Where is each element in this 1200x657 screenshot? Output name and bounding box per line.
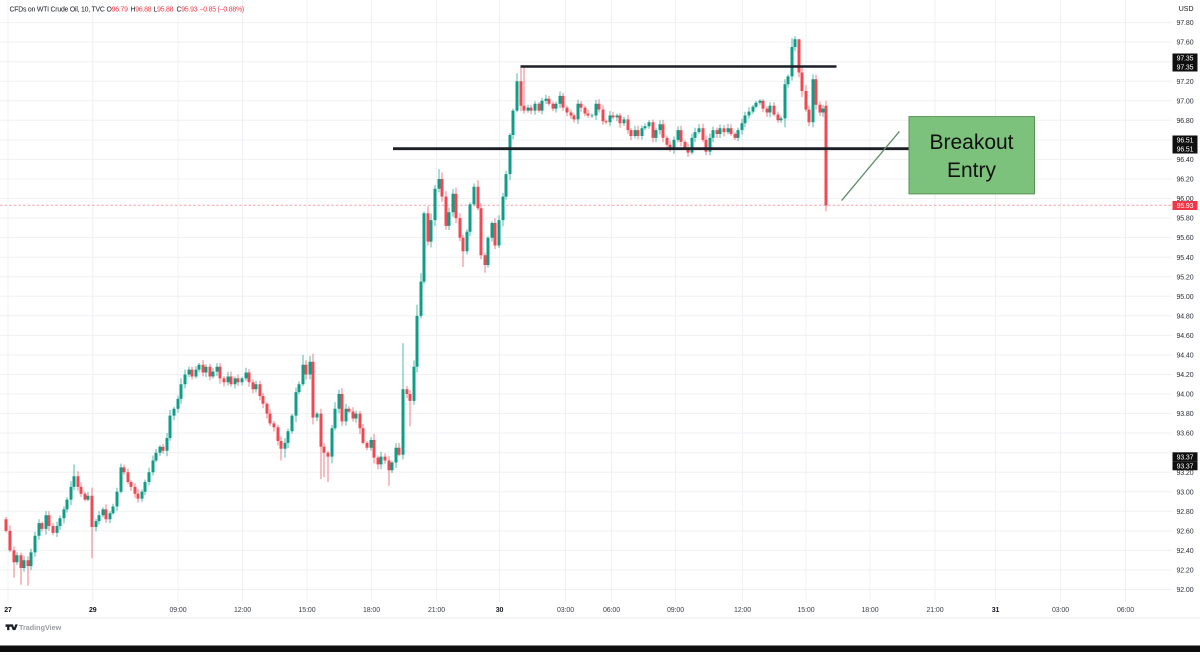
svg-text:29: 29 [89,607,97,614]
svg-text:95.93: 95.93 [1177,203,1194,210]
svg-text:96.40: 96.40 [1176,157,1193,164]
svg-text:94.40: 94.40 [1176,353,1193,360]
svg-text:21:00: 21:00 [926,607,943,614]
svg-text:94.20: 94.20 [1176,372,1193,379]
svg-text:94.00: 94.00 [1176,392,1193,399]
svg-text:USD: USD [1179,6,1194,13]
svg-text:15:00: 15:00 [298,607,315,614]
svg-text:06:00: 06:00 [1117,607,1134,614]
svg-text:93.37: 93.37 [1177,455,1194,462]
svg-text:31: 31 [992,607,1000,614]
svg-text:15:00: 15:00 [797,607,814,614]
svg-text:96.51: 96.51 [1177,138,1194,145]
svg-text:93.00: 93.00 [1176,489,1193,496]
svg-text:97.20: 97.20 [1176,79,1193,86]
svg-text:Entry: Entry [947,159,997,182]
svg-text:CFDs on WTI Crude Oil, 10, TVC: CFDs on WTI Crude Oil, 10, TVC O96.79 H96.… [10,6,244,13]
svg-text:TradingView: TradingView [19,623,62,632]
svg-text:27: 27 [4,607,12,614]
svg-text:97.35: 97.35 [1177,56,1194,63]
svg-text:18:00: 18:00 [363,607,380,614]
svg-text:03:00: 03:00 [1052,607,1069,614]
svg-text:92.40: 92.40 [1176,548,1193,555]
svg-text:97.60: 97.60 [1176,40,1193,47]
svg-text:94.80: 94.80 [1176,313,1193,320]
svg-text:93.20: 93.20 [1176,470,1193,477]
svg-text:09:00: 09:00 [667,607,684,614]
svg-text:96.51: 96.51 [1177,147,1194,154]
svg-text:94.60: 94.60 [1176,333,1193,340]
svg-text:96.20: 96.20 [1176,177,1193,184]
svg-text:09:00: 09:00 [169,607,186,614]
svg-text:95.40: 95.40 [1176,255,1193,262]
svg-text:93.60: 93.60 [1176,431,1193,438]
svg-text:92.60: 92.60 [1176,529,1193,536]
svg-text:30: 30 [496,607,504,614]
svg-text:93.80: 93.80 [1176,411,1193,418]
svg-text:97.35: 97.35 [1177,65,1194,72]
svg-text:97.80: 97.80 [1176,20,1193,27]
svg-text:97.00: 97.00 [1176,98,1193,105]
svg-text:03:00: 03:00 [557,607,574,614]
svg-text:18:00: 18:00 [861,607,878,614]
svg-text:92.00: 92.00 [1176,587,1193,594]
svg-text:96.00: 96.00 [1176,196,1193,203]
svg-text:92.20: 92.20 [1176,568,1193,575]
svg-text:93.37: 93.37 [1177,464,1194,471]
svg-text:95.20: 95.20 [1176,274,1193,281]
svg-text:12:00: 12:00 [734,607,751,614]
svg-text:95.80: 95.80 [1176,216,1193,223]
svg-text:21:00: 21:00 [428,607,445,614]
svg-text:95.60: 95.60 [1176,235,1193,242]
svg-text:Breakout: Breakout [929,131,1013,154]
svg-text:12:00: 12:00 [234,607,251,614]
svg-text:06:00: 06:00 [603,607,620,614]
svg-text:92.80: 92.80 [1176,509,1193,516]
svg-text:96.80: 96.80 [1176,118,1193,125]
svg-text:95.00: 95.00 [1176,294,1193,301]
